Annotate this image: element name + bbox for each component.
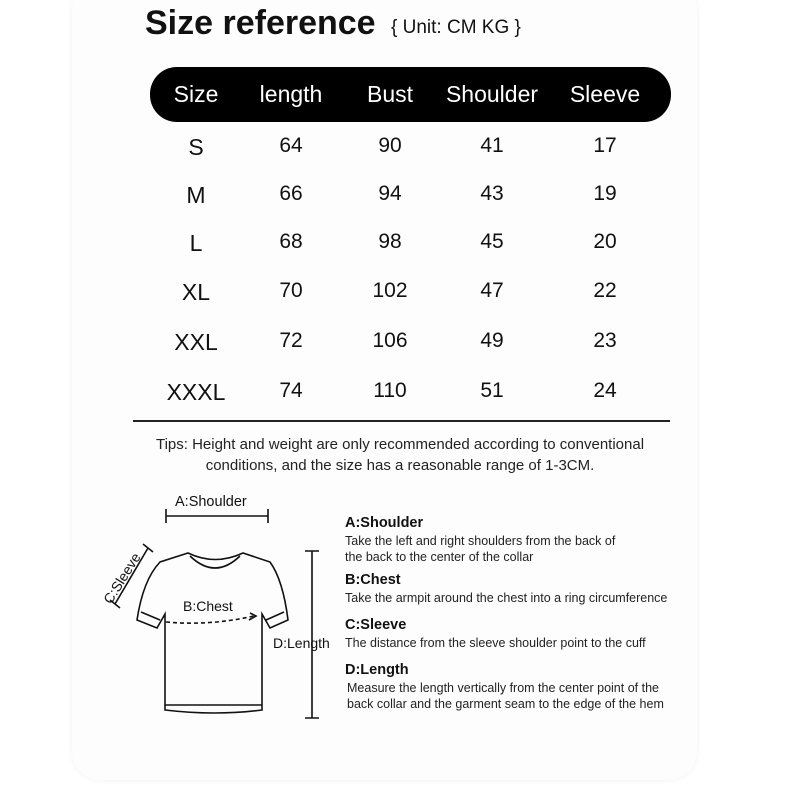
column-header: Shoulder <box>445 81 539 107</box>
legend-title: B:Chest <box>345 572 401 588</box>
table-cell: 20 <box>593 230 617 253</box>
size-cell: XXL <box>174 329 218 355</box>
table-cell: 17 <box>593 134 617 157</box>
column-header: Size <box>173 81 219 107</box>
size-cell: XXXL <box>166 379 226 405</box>
table-cell: 98 <box>378 230 402 253</box>
table-cell: 41 <box>480 134 504 157</box>
column-header: Sleeve <box>569 81 641 107</box>
table-header <box>150 67 671 122</box>
size-cell: XL <box>181 279 211 305</box>
table-cell: 45 <box>480 230 504 253</box>
size-cell: L <box>189 230 203 256</box>
table-cell: 110 <box>373 379 407 402</box>
tips-line: Tips: Height and weight are only recomme… <box>155 436 645 453</box>
shoulder-label: A:Shoulder <box>175 494 247 510</box>
column-header: length <box>259 81 323 107</box>
tips-text: Tips: Height and weight are only recomme… <box>100 434 700 476</box>
table-cell: 70 <box>279 279 303 302</box>
table-cell: 43 <box>480 182 504 205</box>
table-cell: 47 <box>480 279 504 302</box>
table-cell: 74 <box>279 379 303 402</box>
table-cell: 106 <box>372 329 408 352</box>
table-cell: 64 <box>279 134 303 157</box>
legend-title: A:Shoulder <box>345 515 424 531</box>
table-cell: 51 <box>480 379 504 402</box>
divider <box>133 420 670 422</box>
length-label: D:Length <box>273 635 330 651</box>
size-cell: M <box>186 182 206 208</box>
legend-description: back collar and the garment seam to the … <box>347 697 664 711</box>
table-cell: 24 <box>593 379 617 402</box>
table-cell: 23 <box>593 329 617 352</box>
legend-title: C:Sleeve <box>345 617 407 633</box>
chest-label: B:Chest <box>183 598 233 614</box>
table-cell: 66 <box>279 182 303 205</box>
table-cell: 90 <box>378 134 402 157</box>
table-cell: 22 <box>593 279 617 302</box>
legend-description: Measure the length vertically from the c… <box>347 681 659 695</box>
table-cell: 94 <box>378 182 402 205</box>
column-header: Bust <box>366 81 414 107</box>
table-cell: 102 <box>372 279 408 302</box>
table-cell: 49 <box>480 329 504 352</box>
table-cell: 72 <box>279 329 303 352</box>
size-cell: S <box>188 134 204 160</box>
legend-description: Take the left and right shoulders from t… <box>345 534 616 548</box>
legend-description: the back to the center of the collar <box>345 550 534 564</box>
unit-label: { Unit: CM KG } <box>391 17 521 38</box>
table-cell: 19 <box>593 182 617 205</box>
tips-line: conditions, and the size has a reasonabl… <box>205 457 595 474</box>
legend-description: Take the armpit around the chest into a … <box>345 591 668 605</box>
tshirt-outline <box>136 552 289 714</box>
table-cell: 68 <box>279 230 303 253</box>
size-chart-card <box>72 0 697 780</box>
page-title: Size reference <box>145 4 376 42</box>
legend-title: D:Length <box>345 662 409 678</box>
legend-description: The distance from the sleeve shoulder po… <box>345 636 646 650</box>
